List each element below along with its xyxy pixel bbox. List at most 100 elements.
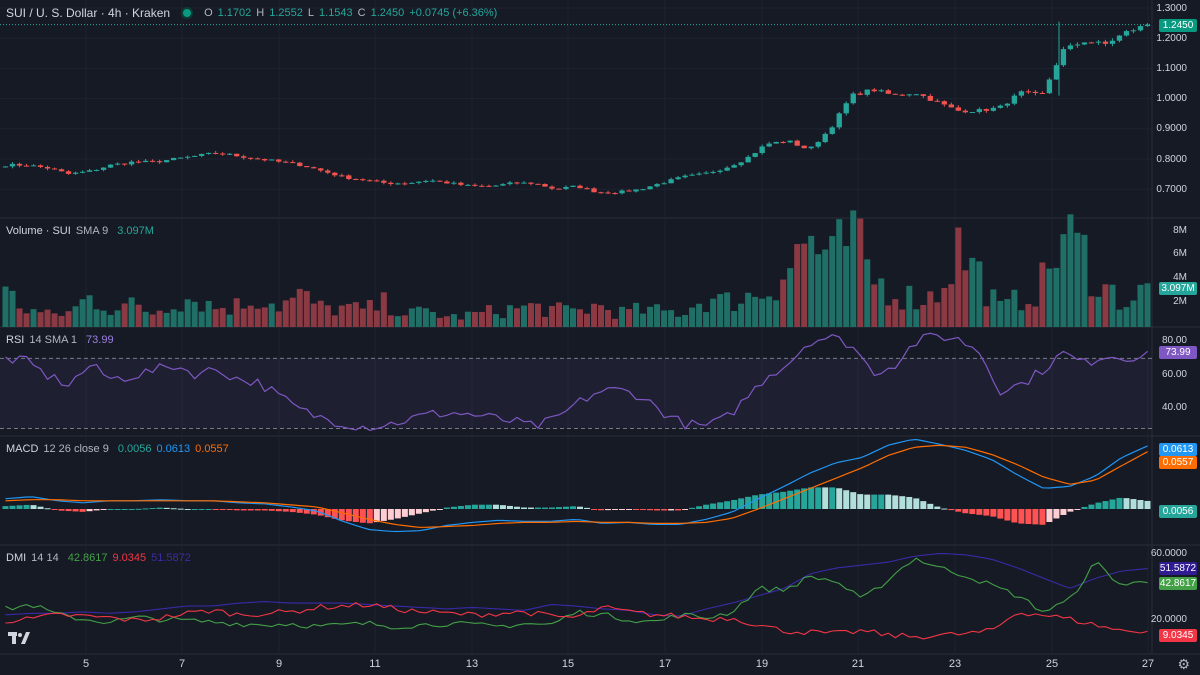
date-tick: 15 <box>561 658 575 670</box>
volume-bar <box>927 291 934 327</box>
macd-histogram-bar <box>647 509 654 511</box>
candle <box>44 166 51 169</box>
dmi-tick: 20.0000 <box>1150 614 1187 625</box>
volume-bar <box>1074 232 1081 327</box>
dmi-title[interactable]: DMI <box>6 552 27 564</box>
volume-bar <box>668 310 675 327</box>
volume-bar <box>212 309 219 327</box>
volume-bar <box>366 299 373 327</box>
tradingview-logo-icon[interactable] <box>8 630 30 648</box>
candle <box>1060 49 1067 66</box>
candle <box>843 103 849 114</box>
volume-bar <box>331 315 338 327</box>
candle <box>934 100 940 102</box>
volume-bar <box>226 314 233 327</box>
volume-bar <box>619 306 626 327</box>
macd-histogram-bar <box>499 505 506 509</box>
macd-histogram-bar <box>1032 509 1039 525</box>
macd-histogram-bar <box>331 509 338 519</box>
volume-bar <box>1102 284 1109 327</box>
volume-bar <box>541 316 548 327</box>
price-tick: 0.9000 <box>1156 123 1187 134</box>
macd-histogram-bar <box>429 509 436 511</box>
dmi-adx-value: 51.5872 <box>151 552 191 564</box>
candle <box>878 90 884 92</box>
high-label: H <box>256 7 265 19</box>
macd-histogram-bar <box>121 509 128 510</box>
volume-bar <box>506 305 513 327</box>
macd-histogram-bar <box>836 488 843 509</box>
candle <box>23 165 30 167</box>
candle <box>16 163 23 166</box>
macd-histogram-bar <box>114 509 121 510</box>
volume-bar <box>303 291 310 327</box>
macd-histogram-bar <box>703 504 710 509</box>
macd-histogram-bar <box>661 509 668 511</box>
macd-histogram-bar <box>240 509 247 511</box>
macd-title[interactable]: MACD <box>6 443 39 455</box>
volume-bar <box>569 308 576 327</box>
macd-histogram-bar <box>422 509 429 513</box>
candle <box>1123 31 1130 36</box>
macd-histogram-bar <box>387 509 394 520</box>
macd-histogram-bar <box>794 489 801 509</box>
candle <box>114 163 121 165</box>
volume-bar <box>724 292 731 327</box>
candle <box>955 107 961 111</box>
volume-title[interactable]: Volume · SUI <box>6 225 71 237</box>
volume-bar <box>562 305 569 327</box>
macd-histogram-bar <box>962 509 969 514</box>
macd-histogram-bar <box>822 487 829 509</box>
volume-bar <box>170 309 177 327</box>
rsi-title[interactable]: RSI <box>6 334 25 346</box>
macd-histogram-bar <box>983 509 990 516</box>
symbol-title[interactable]: SUI / U. S. Dollar · 4h · Kraken <box>6 6 171 20</box>
volume-bar <box>233 298 240 327</box>
macd-histogram-bar <box>72 509 79 512</box>
candle <box>128 161 135 165</box>
volume-tick: 2M <box>1173 296 1187 307</box>
rsi-params: 14 SMA 1 <box>29 334 78 346</box>
price-tick: 0.7000 <box>1156 184 1187 195</box>
candle <box>542 184 548 187</box>
gear-icon[interactable]: ⚙ <box>1177 656 1190 672</box>
volume-bar <box>254 308 261 327</box>
candle <box>941 101 947 105</box>
candle <box>486 185 492 187</box>
macd-histogram-bar <box>892 495 899 509</box>
macd-histogram-bar <box>1039 509 1046 525</box>
volume-bar <box>689 307 696 327</box>
macd-histogram-bar <box>471 504 478 509</box>
market-status-icon[interactable] <box>181 7 194 19</box>
candle <box>990 107 997 111</box>
date-tick: 19 <box>755 658 769 670</box>
macd-histogram-bar <box>766 493 773 509</box>
volume-bar <box>801 243 808 327</box>
candle <box>598 192 604 194</box>
volume-bar <box>640 313 647 327</box>
candle <box>619 190 625 194</box>
volume-bar <box>647 306 654 327</box>
macd-histogram-bar <box>717 502 724 509</box>
volume-bar <box>969 257 976 327</box>
volume-bar <box>205 300 212 327</box>
macd-histogram-bar <box>738 498 745 509</box>
macd-histogram-bar <box>843 490 850 509</box>
candle <box>416 181 422 183</box>
macd-histogram-bar <box>1109 499 1116 509</box>
candle <box>584 188 590 190</box>
macd-histogram-bar <box>296 509 303 513</box>
plus-di-tag: 42.8617 <box>1159 577 1197 590</box>
macd-histogram-bar <box>338 509 345 521</box>
macd-histogram-bar <box>990 509 997 517</box>
candle <box>766 143 772 147</box>
candle <box>65 171 72 174</box>
candle <box>500 184 506 186</box>
volume-bar <box>1004 299 1011 327</box>
rsi-value: 73.99 <box>86 334 114 346</box>
candle <box>731 165 737 168</box>
candle <box>220 153 226 155</box>
volume-bar <box>829 236 836 327</box>
macd-histogram-bar <box>79 509 86 512</box>
